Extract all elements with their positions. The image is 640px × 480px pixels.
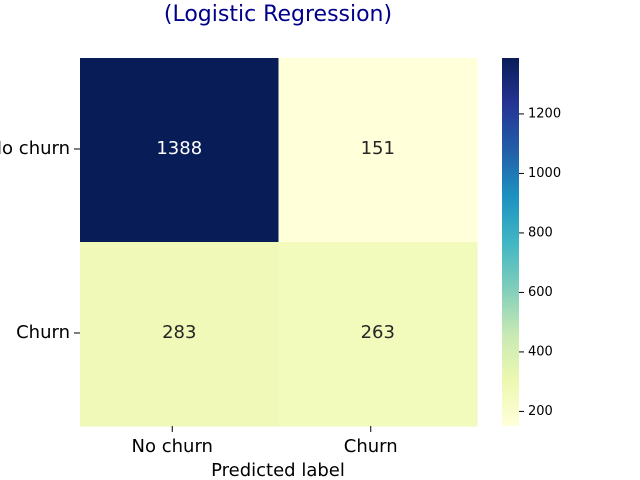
x-tick-label: Churn: [344, 436, 398, 457]
heatmap-cells: 1388 151 283 263: [80, 58, 478, 427]
x-axis-label: Predicted label: [211, 460, 345, 480]
colorbar-ticks: 200 400 600 800 1000 1200: [519, 106, 561, 419]
colorbar: [502, 58, 519, 426]
cell-value-label: 283: [162, 322, 196, 343]
y-tick-label: Churn: [16, 322, 70, 343]
colorbar-tick-label: 1200: [528, 106, 561, 121]
row-labels: No churn Churn: [0, 138, 80, 343]
colorbar-tick-label: 1000: [528, 166, 561, 181]
y-tick-label: No churn: [0, 138, 70, 159]
colorbar-tick-label: 600: [528, 285, 553, 300]
heatmap-cell-r0-c0: [80, 58, 279, 243]
heatmap-cell-r1-c1: [278, 242, 478, 427]
chart-title: (Logistic Regression): [164, 2, 392, 27]
cell-value-label: 263: [361, 322, 395, 343]
x-tick-label: No churn: [132, 436, 213, 457]
cell-value-label: 151: [361, 138, 395, 159]
colorbar-tick-label: 200: [528, 404, 553, 419]
column-labels: No churn Churn: [132, 426, 398, 457]
cell-value-label: 1388: [156, 138, 202, 159]
colorbar-tick-label: 400: [528, 344, 553, 359]
colorbar-tick-label: 800: [528, 225, 553, 240]
heatmap-cell-r1-c0: [80, 242, 279, 427]
heatmap-cell-r0-c1: [278, 58, 478, 243]
